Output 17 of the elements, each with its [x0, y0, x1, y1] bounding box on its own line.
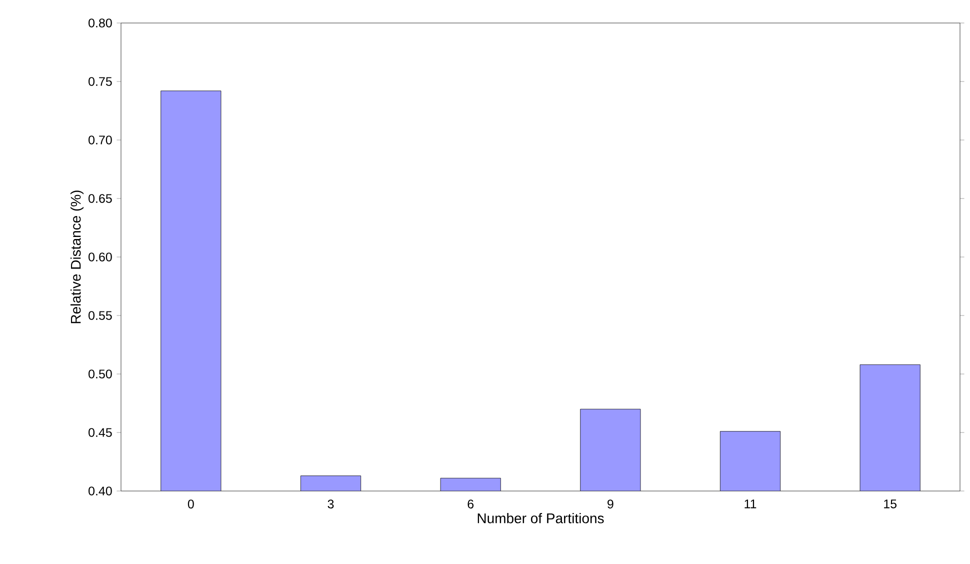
y-tick-label: 0.80	[88, 18, 112, 28]
y-tick-label: 0.55	[88, 311, 112, 320]
x-tick-label: 9	[608, 500, 614, 508]
y-tick-label: 0.75	[88, 77, 112, 86]
x-tick-label: 11	[744, 500, 756, 508]
y-tick-label: 0.65	[88, 194, 112, 203]
x-axis-title: Number of Partitions	[478, 513, 604, 524]
y-tick-label: 0.50	[88, 370, 112, 378]
y-tick-label: 0.70	[88, 136, 112, 144]
x-tick-label: 0	[188, 500, 194, 508]
y-axis-title: Relative Distance (%)	[70, 190, 84, 324]
y-tick-label: 0.60	[88, 252, 112, 262]
x-tick-label: 3	[328, 500, 334, 508]
y-tick-label: 0.45	[88, 428, 112, 437]
y-tick-label: 0.40	[88, 486, 112, 496]
x-tick-label: 6	[468, 500, 474, 508]
x-tick-label: 15	[884, 500, 897, 508]
